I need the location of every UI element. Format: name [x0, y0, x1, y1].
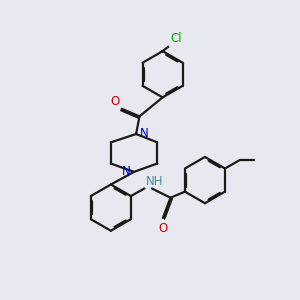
Text: N: N	[140, 127, 148, 140]
Text: N: N	[122, 165, 131, 178]
Text: NH: NH	[146, 175, 163, 188]
Text: Cl: Cl	[170, 32, 182, 45]
Text: O: O	[158, 222, 167, 235]
Text: O: O	[110, 95, 119, 108]
